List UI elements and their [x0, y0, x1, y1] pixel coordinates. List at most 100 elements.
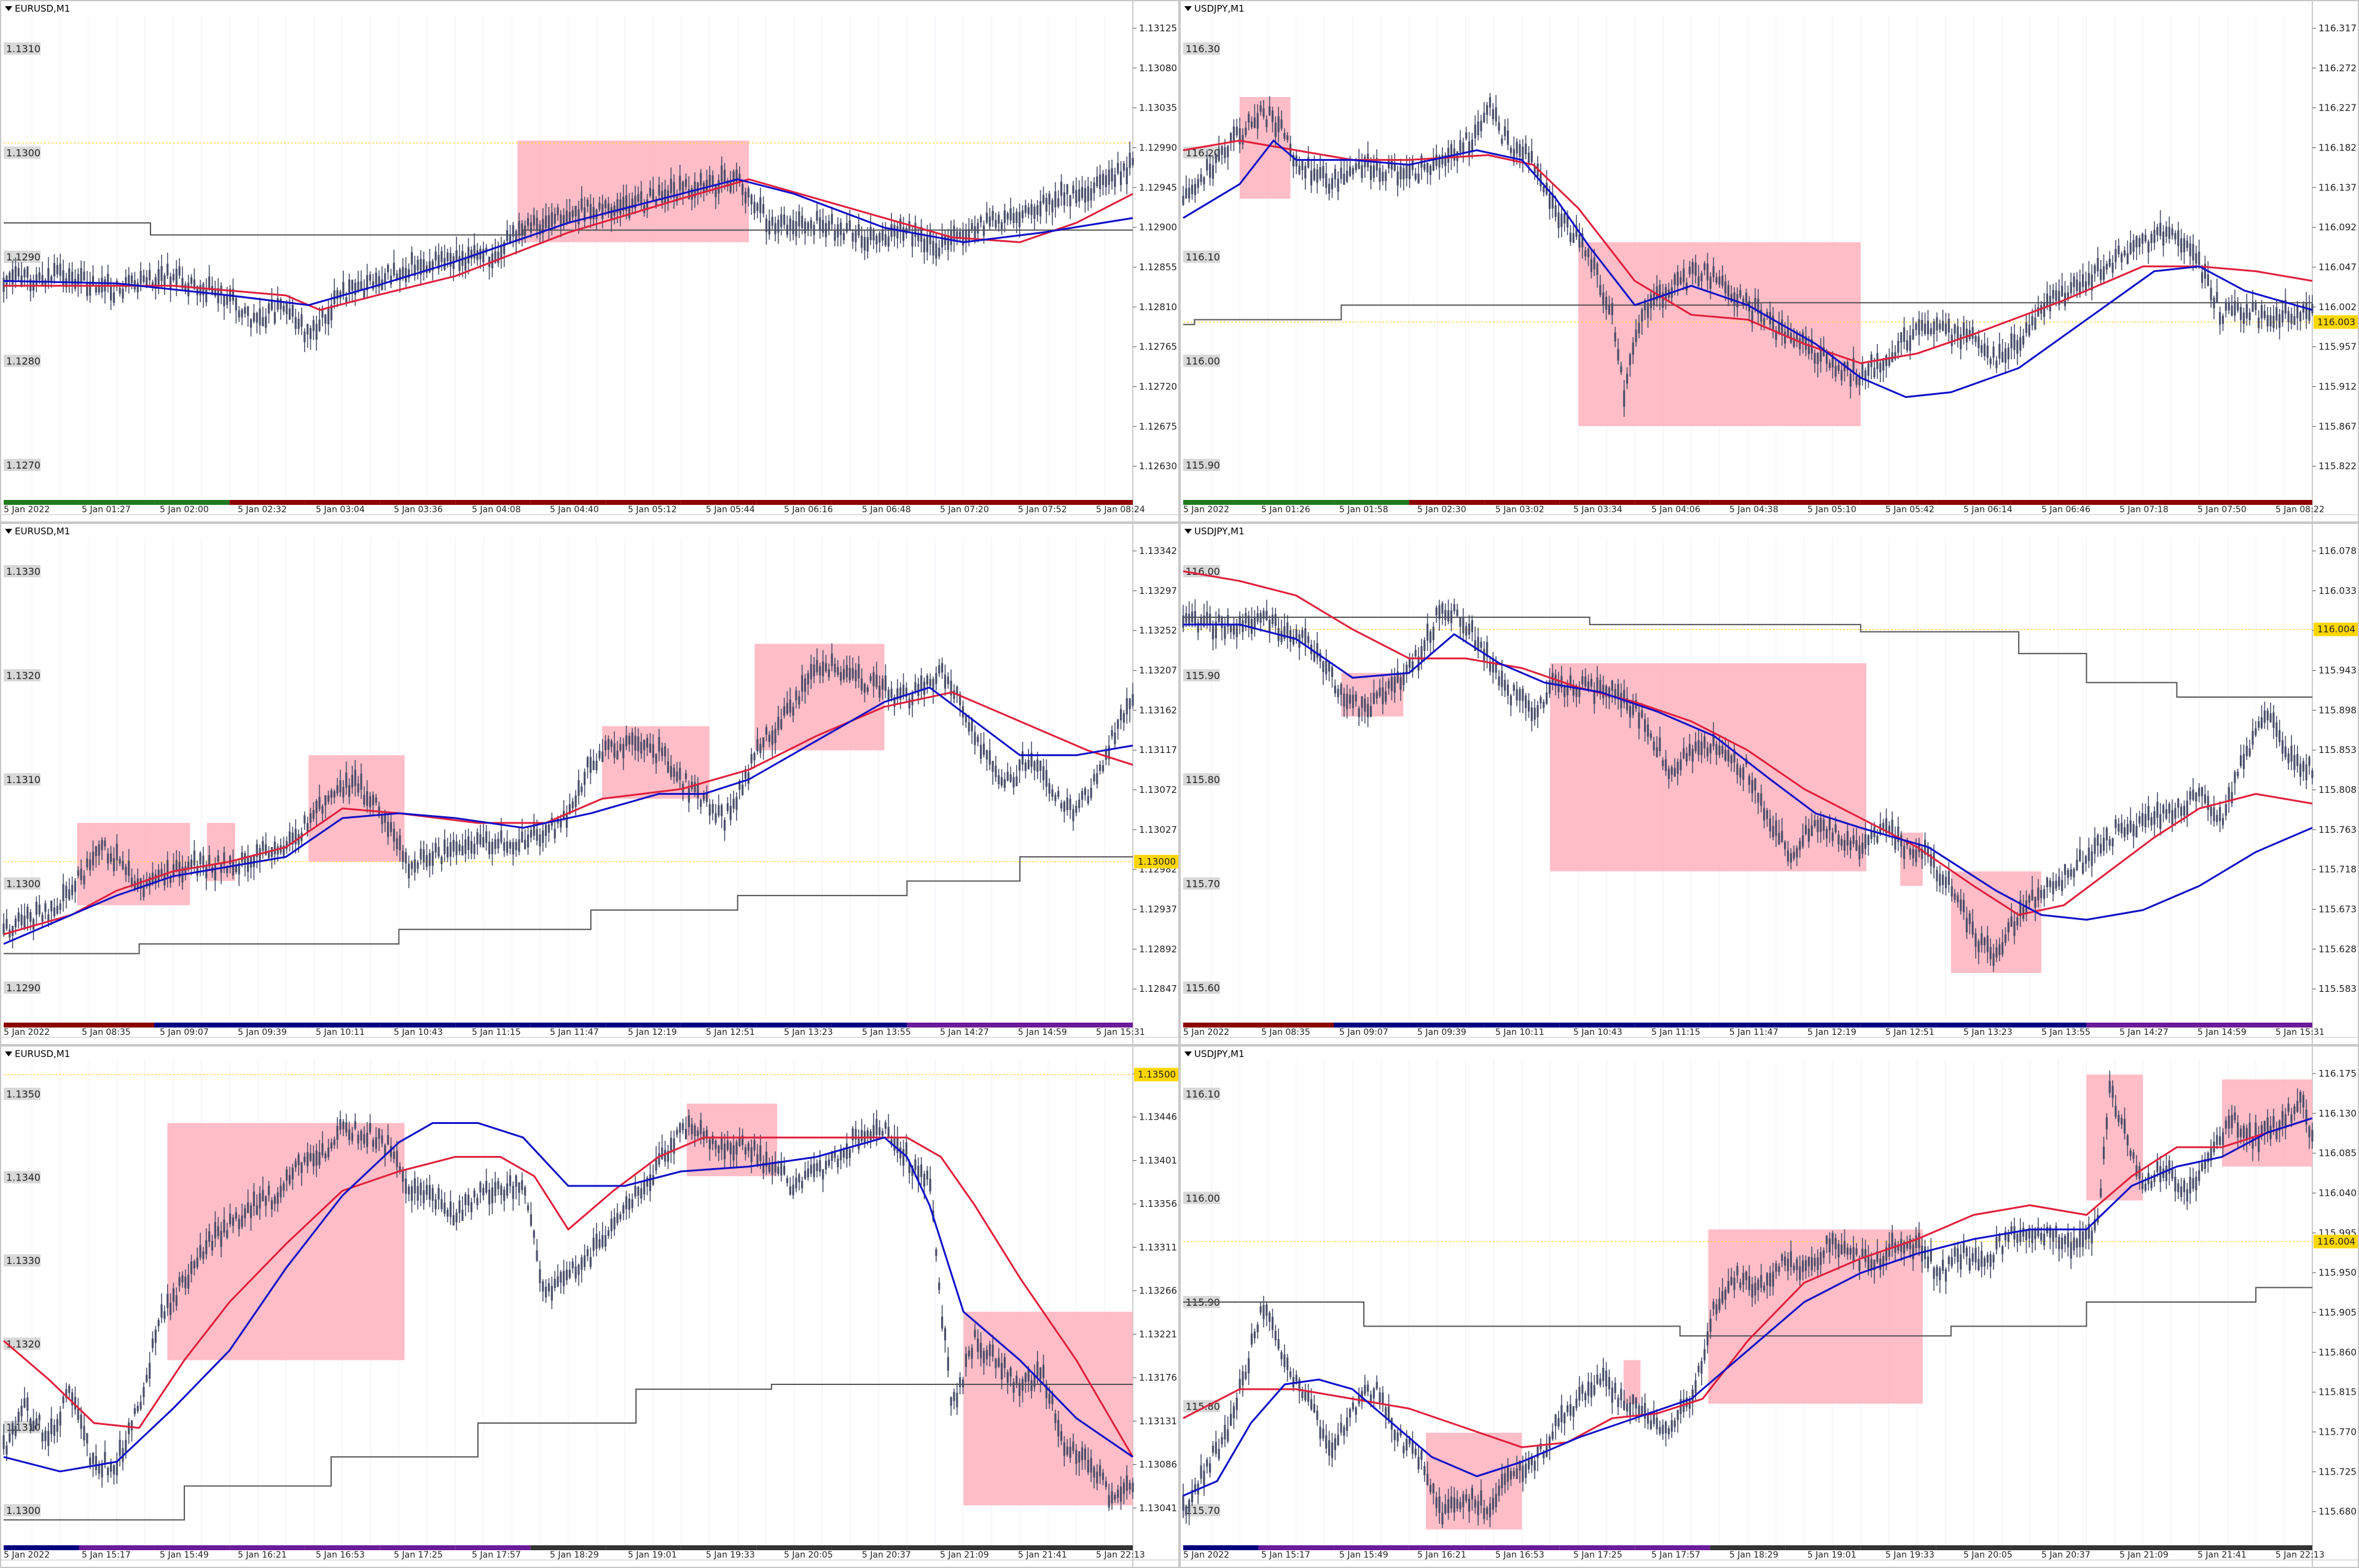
candle-body [354, 1121, 356, 1129]
candle-body [741, 1135, 744, 1145]
candle-body [899, 1147, 902, 1158]
candle-body [643, 1181, 646, 1195]
candle-body [1897, 1244, 1899, 1251]
candle-body [953, 690, 955, 700]
candle-body [2150, 233, 2153, 243]
chart-panel-eurusd-2[interactable]: EURUSD,M1 1.1330 1.1320 1.1310 1.1300 1.1290… [0, 523, 1180, 1045]
candle-body [2221, 316, 2224, 324]
candle-body [1712, 266, 1715, 278]
candle-body [1900, 332, 1903, 343]
candle-body [1844, 840, 1846, 851]
triangle-down-icon[interactable] [1184, 1051, 1192, 1056]
symbol-title[interactable]: USDJPY,M1 [1184, 3, 1245, 14]
symbol-title[interactable]: EURUSD,M1 [5, 526, 70, 537]
candle-body [1090, 1457, 1092, 1473]
candle-body [1923, 840, 1927, 855]
candle-body [1635, 329, 1637, 342]
symbol-title[interactable]: EURUSD,M1 [5, 1048, 70, 1059]
candle-body [1849, 373, 1852, 387]
candle-body [1253, 117, 1256, 128]
triangle-down-icon[interactable] [5, 529, 12, 534]
candle-body [882, 679, 884, 690]
chart-canvas[interactable]: 116.10116.00115.90115.80115.70116.175116… [1181, 1047, 2358, 1567]
chart-panel-eurusd-1[interactable]: EURUSD,M1 1.1310 1.1300 1.1290 1.1280 1.1270… [0, 0, 1180, 523]
candle-body [819, 217, 821, 231]
session-bar-segment [530, 500, 606, 505]
candle-body [801, 1180, 804, 1188]
candle-body [920, 1164, 923, 1177]
candle-body [77, 870, 79, 876]
chart-canvas[interactable]: 116.00115.90115.80115.70115.60116.078116… [1181, 524, 2358, 1044]
chart-canvas[interactable]: 1.13301.13201.13101.13001.12901.133421.1… [1, 524, 1178, 1044]
triangle-down-icon[interactable] [5, 1051, 12, 1056]
candle-body [109, 853, 112, 862]
candle-body [1700, 1360, 1703, 1374]
candle-body [858, 664, 860, 679]
time-label: 5 Jan 02:00 [160, 505, 209, 515]
chart-panel-usdjpy-3[interactable]: USDJPY,M1 116.10 116.00 115.90 115.80 115.70… [1180, 1045, 2359, 1568]
candle-body [1554, 205, 1557, 217]
candle-body [1036, 205, 1039, 215]
candle-body [1235, 1397, 1238, 1410]
candle-body [1569, 675, 1572, 686]
chart-panel-eurusd-3[interactable]: EURUSD,M1 1.1350 1.1340 1.1330 1.1320 1.1310… [0, 1045, 1180, 1568]
candle-body [1066, 1446, 1068, 1455]
time-label: 5 Jan 12:19 [1807, 1028, 1856, 1037]
candle-body [988, 1344, 991, 1356]
candle-body [1760, 793, 1762, 806]
fast-moving-average [1183, 139, 2313, 399]
symbol-title[interactable]: USDJPY,M1 [1184, 526, 1245, 537]
session-bar-segment [1334, 1023, 1409, 1028]
candle-body [1923, 323, 1927, 334]
chart-canvas[interactable]: 1.13101.13001.12901.12801.12701.131251.1… [1, 1, 1178, 521]
candle-body [160, 1304, 163, 1318]
candle-body [1810, 825, 1813, 836]
candle-body [461, 1209, 464, 1222]
chart-canvas[interactable]: 116.30116.20116.10116.00115.90116.317116… [1181, 1, 2358, 521]
candle-body [1543, 701, 1545, 708]
candle-body [1804, 825, 1807, 834]
candle-body [59, 903, 61, 910]
chart-panel-usdjpy-1[interactable]: USDJPY,M1 116.30 116.20 116.10 116.00 115.90… [1180, 0, 2359, 523]
candle-body [1453, 604, 1455, 612]
candle-body [1372, 1388, 1375, 1398]
candle-body [1328, 184, 1331, 194]
level-label: 115.70 [1186, 878, 1220, 890]
candle-body [1063, 1442, 1066, 1456]
candle-body [89, 859, 92, 870]
triangle-down-icon[interactable] [1184, 6, 1192, 11]
triangle-down-icon[interactable] [5, 6, 12, 11]
candle-body [1563, 1413, 1566, 1424]
candle-body [136, 283, 139, 292]
candle-body [351, 279, 354, 291]
candle-body [333, 1139, 335, 1145]
candle-body [1957, 326, 1959, 340]
time-label: 5 Jan 15:31 [1096, 1028, 1145, 1037]
candle-body [863, 236, 866, 251]
candle-body [270, 299, 273, 310]
candle-body [86, 1433, 88, 1444]
triangle-down-icon[interactable] [1184, 529, 1192, 534]
candle-body [893, 224, 896, 237]
symbol-label: EURUSD,M1 [15, 526, 71, 537]
candle-body [1629, 354, 1632, 365]
candle-body [756, 1154, 759, 1165]
symbol-title[interactable]: USDJPY,M1 [1184, 1048, 1245, 1059]
candle-body [1721, 746, 1724, 754]
candle-body [149, 876, 151, 887]
candle-body [1662, 760, 1664, 766]
candle-body [834, 230, 836, 241]
chart-panel-usdjpy-2[interactable]: USDJPY,M1 116.00 115.90 115.80 115.70 115.60… [1180, 523, 2359, 1045]
chart-canvas[interactable]: 1.13501.13401.13301.13201.13101.13001.13… [1, 1047, 1178, 1567]
candle-body [1006, 213, 1009, 220]
candle-body [1203, 177, 1205, 185]
candle-body [589, 757, 592, 773]
level-label: 1.1310 [6, 1421, 41, 1433]
symbol-title[interactable]: EURUSD,M1 [5, 3, 70, 14]
candle-body [837, 667, 839, 675]
candle-body [2150, 817, 2153, 825]
candle-body [2279, 730, 2281, 743]
candle-body [1778, 1266, 1780, 1273]
candle-body [1399, 1429, 1402, 1436]
candle-body [539, 1269, 541, 1284]
